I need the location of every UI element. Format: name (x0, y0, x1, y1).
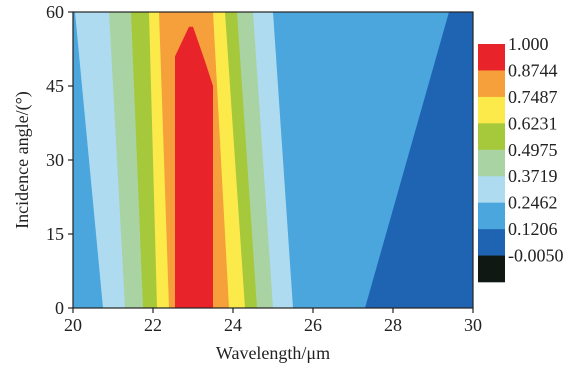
colorbar-label: 0.2462 (508, 193, 558, 213)
x-tick-label: 26 (304, 315, 322, 335)
colorbar-label: 0.4975 (508, 140, 558, 160)
colorbar-swatch (478, 255, 505, 283)
colorbar-swatch (478, 149, 505, 177)
y-tick-label: 60 (46, 2, 64, 22)
x-tick-label: 30 (464, 315, 482, 335)
y-axis-title: Incidence angle/(°) (12, 91, 33, 229)
colorbar-legend: 1.000 0.8744 0.7487 0.6231 0.4975 0.3719 0.246… (478, 34, 564, 283)
plot-area (73, 12, 473, 308)
colorbar-swatch (478, 123, 505, 151)
colorbar-swatch (478, 229, 505, 256)
y-tick-label: 45 (46, 76, 64, 96)
band-1.000 (175, 26, 213, 308)
x-tick-label: 24 (224, 315, 242, 335)
x-tick-label: 22 (144, 315, 162, 335)
y-axis: 0 15 30 45 60 (46, 2, 73, 318)
colorbar-swatch (478, 96, 505, 124)
colorbar-label: 1.000 (508, 34, 549, 54)
x-tick-label: 20 (64, 315, 82, 335)
colorbar-swatch (478, 176, 505, 203)
y-tick-label: 15 (46, 224, 64, 244)
colorbar-label: 0.7487 (508, 87, 558, 107)
colorbar-label: -0.0050 (508, 246, 564, 266)
y-tick-label: 30 (46, 150, 64, 170)
y-tick-label: 0 (55, 298, 64, 318)
colorbar-label: 0.3719 (508, 166, 558, 186)
colorbar-label: 0.6231 (508, 113, 558, 133)
colorbar-swatch (478, 44, 505, 71)
colorbar-swatch (478, 202, 505, 230)
colorbar-label: 0.8744 (508, 60, 558, 80)
x-tick-label: 28 (384, 315, 402, 335)
colorbar-swatch (478, 70, 505, 98)
x-axis-title: Wavelength/μm (216, 343, 330, 363)
colorbar-label: 0.1206 (508, 219, 558, 239)
x-axis: 20 22 24 26 28 30 (64, 308, 482, 335)
